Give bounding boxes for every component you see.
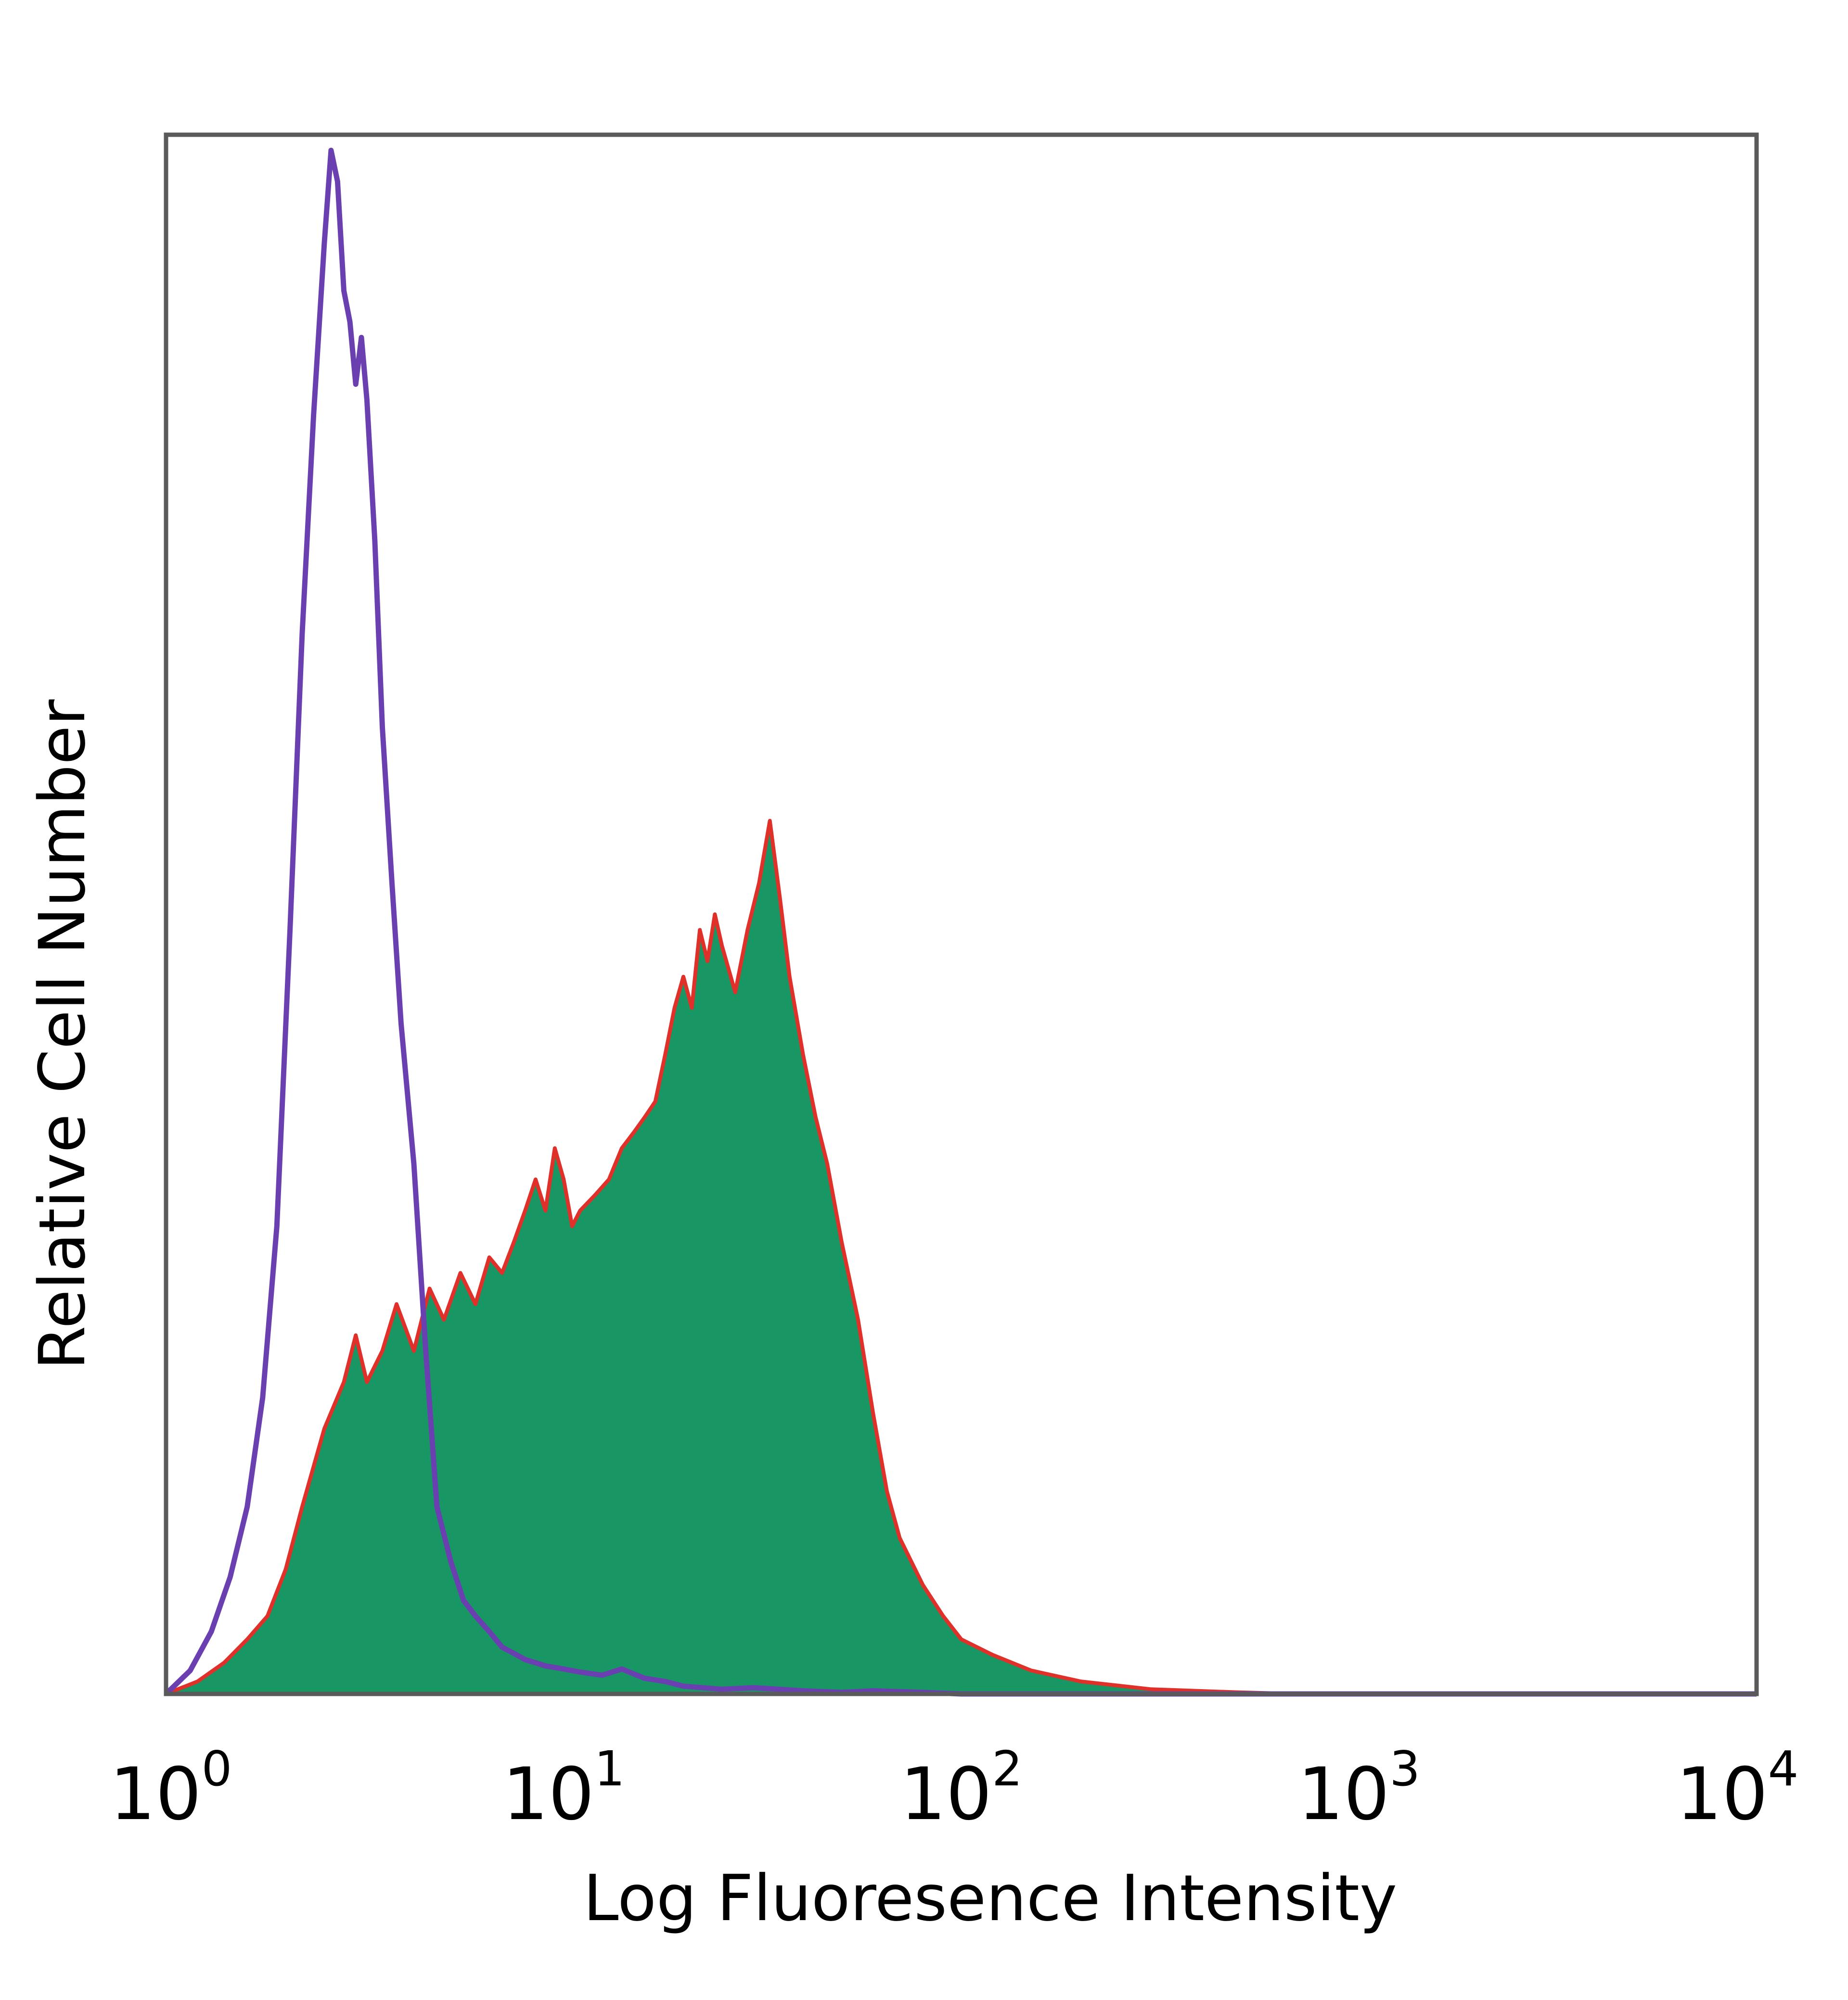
x-tick-exponent: 2 [992,1741,1023,1797]
x-axis-label: Log Fluoresence Intensity [583,1861,1397,1936]
x-tick-base: 10 [1676,1753,1768,1836]
series-0-outline-histogram [164,147,1757,1697]
x-tick-exponent: 4 [1768,1741,1799,1797]
x-tick-base: 10 [502,1753,594,1836]
x-tick-base: 10 [900,1753,992,1836]
x-tick-label: 101 [502,1741,625,1836]
series-layer [164,147,1758,1697]
x-tick-base: 10 [110,1753,202,1836]
x-tick-exponent: 0 [202,1741,232,1797]
plot-frame [164,132,1759,1696]
x-tick-base: 10 [1298,1753,1390,1836]
x-tick-labels: 100 101 102 103 104 [110,1741,1799,1836]
x-tick-label: 100 [110,1741,232,1836]
x-tick-label: 104 [1676,1741,1799,1836]
y-axis-label: Relative Cell Number [26,699,100,1370]
series-1-filled-histogram [164,819,1758,1696]
x-tick-exponent: 3 [1389,1741,1420,1797]
x-tick-label: 103 [1298,1741,1421,1836]
x-tick-label: 102 [900,1741,1023,1836]
x-tick-exponent: 1 [594,1741,625,1797]
